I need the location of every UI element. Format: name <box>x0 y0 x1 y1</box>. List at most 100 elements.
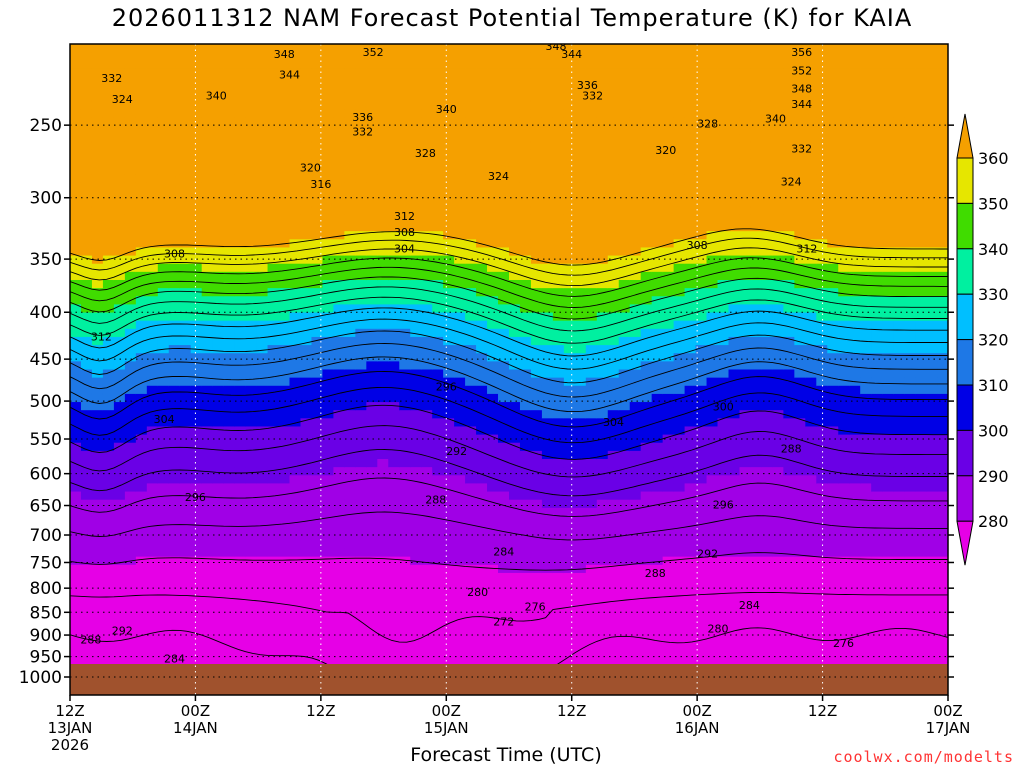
field-cell <box>421 467 433 476</box>
field-cell <box>201 328 214 338</box>
field-cell <box>618 125 631 135</box>
field-cell <box>102 442 115 452</box>
field-cell <box>322 377 334 387</box>
field-cell <box>509 556 521 566</box>
field-cell <box>366 491 378 501</box>
field-cell <box>585 271 598 281</box>
field-cell <box>124 507 137 517</box>
field-cell <box>91 223 104 232</box>
field-cell <box>113 239 126 249</box>
field-cell <box>662 507 675 517</box>
field-cell <box>552 597 565 607</box>
field-cell <box>530 320 543 330</box>
field-cell <box>80 92 93 102</box>
field-cell <box>344 109 356 118</box>
field-cell <box>300 190 313 200</box>
field-cell <box>377 279 389 289</box>
field-cell <box>355 507 367 517</box>
field-cell <box>377 393 389 403</box>
field-cell <box>388 442 400 452</box>
field-cell <box>432 100 444 110</box>
field-cell <box>432 125 444 135</box>
field-cell <box>91 109 104 118</box>
field-cell <box>355 402 367 411</box>
field-cell <box>157 223 170 232</box>
field-cell <box>574 548 587 558</box>
field-cell <box>355 532 367 541</box>
field-cell <box>443 654 455 664</box>
field-cell <box>223 255 236 265</box>
field-cell <box>190 402 203 411</box>
field-cell <box>113 263 126 273</box>
field-cell <box>465 605 477 615</box>
field-cell <box>80 44 93 53</box>
field-cell <box>322 467 334 476</box>
field-cell <box>684 459 697 468</box>
field-cell <box>739 239 752 249</box>
field-cell <box>454 597 466 607</box>
field-cell <box>585 239 598 249</box>
field-cell <box>190 52 203 61</box>
field-cell <box>267 524 280 533</box>
field-cell <box>355 377 367 387</box>
field-cell <box>509 345 521 354</box>
field-cell <box>684 206 697 216</box>
field-cell <box>267 239 280 249</box>
field-cell <box>322 629 334 639</box>
field-cell <box>629 638 642 647</box>
field-cell <box>333 304 345 314</box>
field-cell <box>487 589 499 598</box>
field-cell <box>168 556 181 566</box>
field-cell <box>168 174 181 183</box>
field-cell <box>717 581 730 590</box>
field-cell <box>739 214 752 224</box>
field-cell <box>80 442 93 452</box>
field-cell <box>70 320 82 330</box>
field-cell <box>541 76 554 86</box>
field-cell <box>706 613 719 623</box>
field-cell <box>465 60 477 70</box>
field-cell <box>300 532 313 541</box>
field-cell <box>728 255 741 265</box>
field-cell <box>728 279 741 289</box>
field-cell <box>432 613 444 623</box>
field-cell <box>728 556 741 566</box>
field-cell <box>629 255 642 265</box>
field-cell <box>70 117 82 126</box>
field-cell <box>366 279 378 289</box>
field-cell <box>113 410 126 419</box>
field-cell <box>355 361 367 371</box>
field-cell <box>80 190 93 200</box>
field-cell <box>322 76 334 86</box>
field-cell <box>300 141 313 151</box>
field-cell <box>212 68 225 78</box>
field-cell <box>607 149 620 159</box>
field-cell <box>673 524 686 533</box>
field-cell <box>245 572 258 582</box>
field-cell <box>629 548 642 558</box>
field-cell <box>70 646 82 655</box>
field-cell <box>454 239 466 249</box>
field-cell <box>574 353 587 362</box>
field-cell <box>432 385 444 395</box>
field-cell <box>750 125 763 135</box>
field-cell <box>487 166 499 175</box>
field-cell <box>695 393 708 403</box>
field-cell <box>267 263 280 273</box>
field-cell <box>245 125 258 135</box>
field-cell <box>190 296 203 305</box>
field-cell <box>684 426 697 436</box>
field-cell <box>80 328 93 338</box>
field-cell <box>168 418 181 428</box>
field-cell <box>596 125 609 135</box>
field-cell <box>563 223 576 232</box>
field-cell <box>432 84 444 94</box>
field-cell <box>509 190 521 200</box>
field-cell <box>695 44 708 53</box>
field-cell <box>695 377 708 387</box>
field-cell <box>498 572 510 582</box>
field-cell <box>498 141 510 151</box>
field-cell <box>607 312 620 322</box>
field-cell <box>410 524 422 533</box>
field-cell <box>135 92 148 102</box>
